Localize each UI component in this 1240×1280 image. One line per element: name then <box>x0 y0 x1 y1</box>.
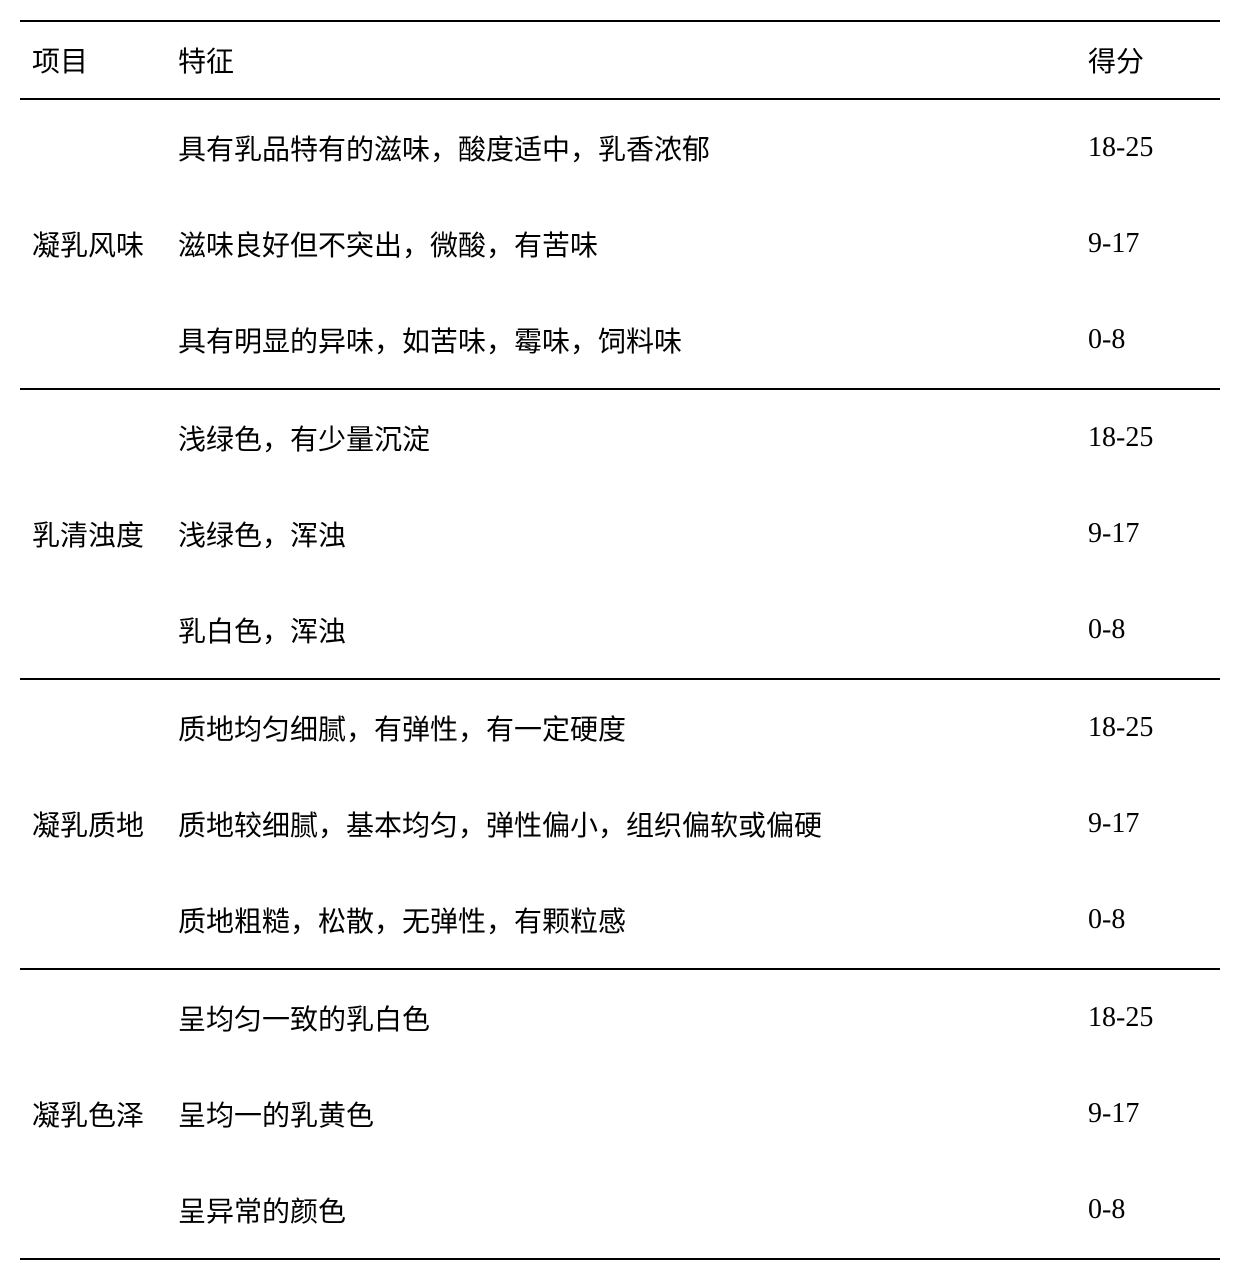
group-label: 凝乳质地 <box>20 679 170 969</box>
header-item: 项目 <box>20 21 170 99</box>
table-row: 浅绿色，浑浊 9-17 <box>20 486 1220 582</box>
feature-cell: 乳白色，浑浊 <box>170 582 1080 679</box>
feature-cell: 浅绿色，有少量沉淀 <box>170 389 1080 486</box>
group-label: 乳清浊度 <box>20 389 170 679</box>
table-row: 呈均一的乳黄色 9-17 <box>20 1066 1220 1162</box>
score-cell: 9-17 <box>1080 486 1220 582</box>
scoring-table: 项目 特征 得分 凝乳风味 具有乳品特有的滋味，酸度适中，乳香浓郁 18-25 … <box>20 20 1220 1260</box>
table-row: 凝乳色泽 呈均匀一致的乳白色 18-25 <box>20 969 1220 1066</box>
header-score: 得分 <box>1080 21 1220 99</box>
score-cell: 18-25 <box>1080 969 1220 1066</box>
score-cell: 0-8 <box>1080 872 1220 969</box>
group-label: 凝乳色泽 <box>20 969 170 1259</box>
table-row: 乳白色，浑浊 0-8 <box>20 582 1220 679</box>
feature-cell: 具有乳品特有的滋味，酸度适中，乳香浓郁 <box>170 99 1080 196</box>
feature-cell: 浅绿色，浑浊 <box>170 486 1080 582</box>
score-cell: 18-25 <box>1080 99 1220 196</box>
group-label: 凝乳风味 <box>20 99 170 389</box>
score-cell: 9-17 <box>1080 196 1220 292</box>
feature-cell: 呈均一的乳黄色 <box>170 1066 1080 1162</box>
feature-cell: 呈均匀一致的乳白色 <box>170 969 1080 1066</box>
feature-cell: 滋味良好但不突出，微酸，有苦味 <box>170 196 1080 292</box>
table-row: 乳清浊度 浅绿色，有少量沉淀 18-25 <box>20 389 1220 486</box>
table-row: 凝乳质地 质地均匀细腻，有弹性，有一定硬度 18-25 <box>20 679 1220 776</box>
table-row: 呈异常的颜色 0-8 <box>20 1162 1220 1259</box>
feature-cell: 呈异常的颜色 <box>170 1162 1080 1259</box>
feature-cell: 质地均匀细腻，有弹性，有一定硬度 <box>170 679 1080 776</box>
table-row: 凝乳风味 具有乳品特有的滋味，酸度适中，乳香浓郁 18-25 <box>20 99 1220 196</box>
score-cell: 18-25 <box>1080 389 1220 486</box>
feature-cell: 质地粗糙，松散，无弹性，有颗粒感 <box>170 872 1080 969</box>
score-cell: 0-8 <box>1080 582 1220 679</box>
score-cell: 0-8 <box>1080 1162 1220 1259</box>
table-row: 滋味良好但不突出，微酸，有苦味 9-17 <box>20 196 1220 292</box>
header-feature: 特征 <box>170 21 1080 99</box>
table-row: 质地粗糙，松散，无弹性，有颗粒感 0-8 <box>20 872 1220 969</box>
score-cell: 9-17 <box>1080 1066 1220 1162</box>
table-body: 凝乳风味 具有乳品特有的滋味，酸度适中，乳香浓郁 18-25 滋味良好但不突出，… <box>20 99 1220 1259</box>
table-row: 具有明显的异味，如苦味，霉味，饲料味 0-8 <box>20 292 1220 389</box>
table-row: 质地较细腻，基本均匀，弹性偏小，组织偏软或偏硬 9-17 <box>20 776 1220 872</box>
score-cell: 0-8 <box>1080 292 1220 389</box>
table-header-row: 项目 特征 得分 <box>20 21 1220 99</box>
score-cell: 9-17 <box>1080 776 1220 872</box>
feature-cell: 质地较细腻，基本均匀，弹性偏小，组织偏软或偏硬 <box>170 776 1080 872</box>
feature-cell: 具有明显的异味，如苦味，霉味，饲料味 <box>170 292 1080 389</box>
score-cell: 18-25 <box>1080 679 1220 776</box>
